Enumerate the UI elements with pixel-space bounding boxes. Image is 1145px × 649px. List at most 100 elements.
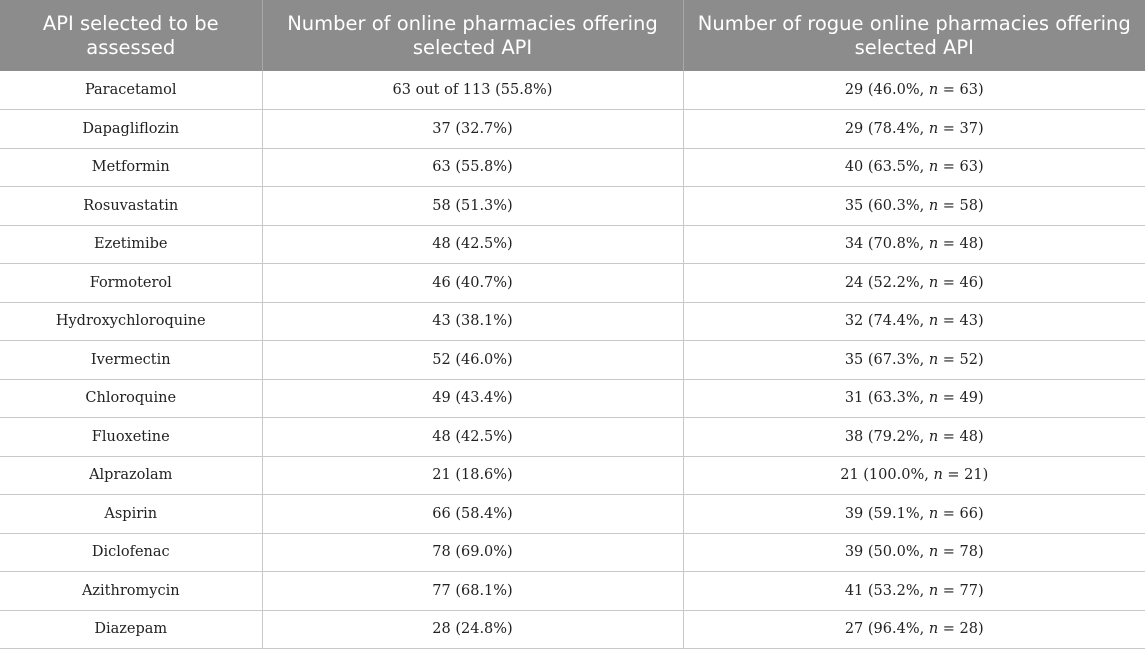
sample-size-symbol: n — [928, 428, 939, 445]
cell-online-count: 43 (38.1%) — [261, 301, 684, 341]
cell-api-name: Alprazolam — [0, 455, 263, 495]
header-rogue-pharmacies: Number of rogue online pharmacies offeri… — [682, 0, 1145, 71]
cell-online-count: 66 (58.4%) — [261, 494, 684, 534]
cell-online-count: 78 (69.0%) — [261, 532, 684, 572]
cell-rogue-count: 38 (79.2%, n = 48) — [682, 417, 1145, 457]
table-row: Fluoxetine 48 (42.5%) 38 (79.2%, n = 48) — [0, 417, 1145, 457]
cell-rogue-count: 31 (63.3%, n = 49) — [682, 378, 1145, 418]
cell-online-count: 77 (68.1%) — [261, 571, 684, 611]
cell-api-name: Diclofenac — [0, 532, 263, 572]
cell-api-name: Diazepam — [0, 609, 263, 649]
table-row: Dapagliflozin 37 (32.7%) 29 (78.4%, n = 37… — [0, 109, 1145, 149]
cell-api-name: Hydroxychloroquine — [0, 301, 263, 341]
sample-size-symbol: n — [928, 582, 939, 599]
rogue-count-value: 39 (50.0%, — [844, 544, 929, 561]
table-header: API selected to be assessed Number of on… — [0, 0, 1145, 71]
table-row: Alprazolam 21 (18.6%) 21 (100.0%, n = 21) — [0, 455, 1145, 495]
table-row: Rosuvastatin 58 (51.3%) 35 (60.3%, n = 58) — [0, 186, 1145, 226]
cell-online-count: 49 (43.4%) — [261, 378, 684, 418]
table-row: Chloroquine 49 (43.4%) 31 (63.3%, n = 49) — [0, 378, 1145, 418]
rogue-count-value: 35 (60.3%, — [844, 197, 929, 214]
header-online-pharmacies: Number of online pharmacies offering sel… — [261, 0, 684, 71]
sample-size-symbol: n — [928, 274, 939, 291]
sample-size-symbol: n — [928, 82, 939, 98]
sample-size-symbol: n — [928, 621, 939, 638]
table-row: Aspirin 66 (58.4%) 39 (59.1%, n = 66) — [0, 494, 1145, 534]
sample-size-symbol: n — [928, 159, 939, 176]
header-row: API selected to be assessed Number of on… — [0, 0, 1145, 71]
sample-size-value: = 48) — [938, 236, 984, 253]
cell-api-name: Dapagliflozin — [0, 109, 263, 149]
cell-api-name: Azithromycin — [0, 571, 263, 611]
cell-rogue-count: 27 (96.4%, n = 28) — [682, 609, 1145, 649]
cell-rogue-count: 29 (78.4%, n = 37) — [682, 109, 1145, 149]
sample-size-symbol: n — [928, 351, 939, 368]
sample-size-value: = 77) — [938, 582, 984, 599]
sample-size-symbol: n — [928, 197, 939, 214]
sample-size-symbol: n — [928, 120, 939, 137]
cell-api-name: Fluoxetine — [0, 417, 263, 457]
table-row: Paracetamol 63 out of 113 (55.8%) 29 (46.0… — [0, 71, 1145, 110]
cell-rogue-count: 34 (70.8%, n = 48) — [682, 224, 1145, 264]
table-row: Metformin 63 (55.8%) 40 (63.5%, n = 63) — [0, 147, 1145, 187]
sample-size-value: = 52) — [938, 351, 984, 368]
cell-online-count: 58 (51.3%) — [261, 186, 684, 226]
sample-size-symbol: n — [928, 505, 939, 522]
sample-size-value: = 21) — [942, 467, 989, 484]
cell-online-count: 46 (40.7%) — [261, 263, 684, 303]
table-row: Diclofenac 78 (69.0%) 39 (50.0%, n = 78) — [0, 532, 1145, 572]
sample-size-symbol: n — [933, 467, 943, 484]
rogue-count-value: 24 (52.2%, — [844, 274, 929, 291]
cell-api-name: Metformin — [0, 147, 263, 187]
rogue-count-value: 39 (59.1%, — [844, 505, 929, 522]
cell-rogue-count: 39 (59.1%, n = 66) — [682, 494, 1145, 534]
rogue-count-value: 35 (67.3%, — [844, 351, 929, 368]
table-body: Paracetamol 63 out of 113 (55.8%) 29 (46.0… — [0, 71, 1145, 649]
cell-online-count: 63 out of 113 (55.8%) — [261, 71, 684, 110]
rogue-count-value: 41 (53.2%, — [844, 582, 929, 599]
cell-rogue-count: 32 (74.4%, n = 43) — [682, 301, 1145, 341]
sample-size-symbol: n — [928, 313, 939, 330]
rogue-count-value: 21 (100.0%, — [840, 467, 934, 484]
sample-size-value: = 63) — [938, 159, 984, 176]
sample-size-value: = 37) — [938, 120, 984, 137]
sample-size-symbol: n — [928, 390, 939, 407]
cell-rogue-count: 35 (60.3%, n = 58) — [682, 186, 1145, 226]
rogue-count-value: 40 (63.5%, — [844, 159, 929, 176]
cell-online-count: 37 (32.7%) — [261, 109, 684, 149]
table-row: Ezetimibe 48 (42.5%) 34 (70.8%, n = 48) — [0, 224, 1145, 264]
cell-rogue-count: 39 (50.0%, n = 78) — [682, 532, 1145, 572]
cell-rogue-count: 21 (100.0%, n = 21) — [682, 455, 1145, 495]
cell-api-name: Paracetamol — [0, 71, 263, 110]
sample-size-value: = 43) — [938, 313, 984, 330]
cell-api-name: Ivermectin — [0, 340, 263, 380]
cell-rogue-count: 41 (53.2%, n = 77) — [682, 571, 1145, 611]
cell-api-name: Rosuvastatin — [0, 186, 263, 226]
rogue-count-value: 34 (70.8%, — [844, 236, 929, 253]
sample-size-value: = 66) — [938, 505, 984, 522]
cell-online-count: 28 (24.8%) — [261, 609, 684, 649]
cell-online-count: 52 (46.0%) — [261, 340, 684, 380]
rogue-count-value: 32 (74.4%, — [844, 313, 929, 330]
sample-size-value: = 28) — [938, 621, 984, 638]
sample-size-value: = 78) — [938, 544, 984, 561]
sample-size-value: = 58) — [938, 197, 984, 214]
table-row: Azithromycin 77 (68.1%) 41 (53.2%, n = 77) — [0, 571, 1145, 611]
cell-rogue-count: 29 (46.0%, n = 63) — [682, 71, 1145, 110]
table-row: Hydroxychloroquine 43 (38.1%) 32 (74.4%, n… — [0, 301, 1145, 341]
header-api: API selected to be assessed — [0, 0, 263, 71]
cell-online-count: 48 (42.5%) — [261, 417, 684, 457]
sample-size-value: = 48) — [938, 428, 984, 445]
rogue-count-value: 31 (63.3%, — [844, 390, 929, 407]
rogue-count-value: 27 (96.4%, — [844, 621, 929, 638]
cell-rogue-count: 40 (63.5%, n = 63) — [682, 147, 1145, 187]
sample-size-symbol: n — [928, 544, 939, 561]
cell-api-name: Ezetimibe — [0, 224, 263, 264]
cell-online-count: 63 (55.8%) — [261, 147, 684, 187]
sample-size-value: = 63) — [938, 82, 984, 98]
cell-rogue-count: 24 (52.2%, n = 46) — [682, 263, 1145, 303]
table-row: Diazepam 28 (24.8%) 27 (96.4%, n = 28) — [0, 609, 1145, 649]
rogue-count-value: 29 (78.4%, — [844, 120, 929, 137]
cell-rogue-count: 35 (67.3%, n = 52) — [682, 340, 1145, 380]
